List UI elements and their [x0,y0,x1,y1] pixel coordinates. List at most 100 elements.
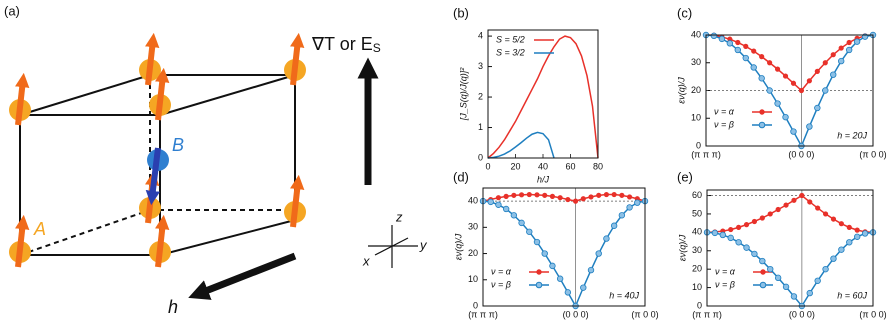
y-tick-label: 20 [691,85,701,95]
data-point [603,191,610,198]
data-point [845,46,853,54]
field-label: ∇T or ES [311,34,381,55]
data-point [510,212,518,219]
data-point [502,205,510,213]
axis-label: z [395,209,403,224]
data-point [822,87,829,94]
data-point [511,192,517,198]
x-tick-label: (π π π) [691,149,721,159]
legend-label: ν = β [714,119,734,129]
data-point [534,192,540,198]
legend-marker [760,269,766,275]
legend-marker [536,269,542,275]
spin [155,67,170,121]
spins [9,32,306,268]
panel-label: (a) [4,3,20,18]
x-tick-label: (0 0 0) [789,309,815,319]
data-point [611,191,617,198]
h-label: h [168,297,178,317]
data-point [774,274,782,282]
data-point [782,113,789,121]
data-point [790,293,798,300]
data-point [533,238,541,246]
data-point [580,284,587,291]
series-line [706,231,874,308]
data-point [556,275,564,282]
data-point [846,224,852,230]
data-point [751,250,758,258]
y-axis-label: εν(q)/J [677,234,687,261]
legend-marker [759,109,765,115]
data-point [799,192,805,199]
legend-label: ν = β [715,279,735,289]
data-point [837,57,845,65]
x-tick-label: (π π π) [692,309,722,319]
data-point [822,265,829,273]
series-line [487,131,555,159]
data-point [759,215,765,221]
y-tick-label: 10 [691,113,701,123]
data-point [782,283,790,291]
y-tick-label: 4 [478,30,483,40]
data-point [806,289,813,297]
data-point [838,45,844,51]
spin-b [145,147,161,206]
data-point [557,195,563,201]
data-point [846,239,853,246]
spin [290,32,305,86]
y-tick-label: 40 [468,195,478,205]
x-tick-label: (π 0 0) [631,309,658,319]
data-point [830,255,837,262]
plot-frame [706,189,874,307]
site-b-label: B [172,135,184,155]
y-tick-label: 40 [692,227,702,237]
data-point [766,87,773,94]
y-axis-label: εν(q)/J [453,233,463,260]
legend-marker [759,281,767,289]
data-point [564,289,572,296]
y-tick-label: 20 [692,264,702,274]
x-tick-label: (π π π) [468,309,498,319]
data-point [518,219,525,227]
data-point [822,60,828,66]
data-point [814,104,821,112]
data-point [774,66,781,72]
data-point [750,64,757,71]
x-tick-label: (π 0 0) [859,309,886,319]
y-tick-label: 0 [478,152,483,162]
data-point [774,100,781,107]
data-point [743,43,749,49]
panel-label: (d) [453,169,469,184]
data-point [626,204,633,211]
field-label-sub: S [373,41,381,55]
data-point [791,197,797,203]
y-tick-label: 30 [691,57,701,67]
spin [145,32,160,86]
series-line [705,34,874,92]
legend-label: S = 3/2 [496,47,525,57]
data-point [838,246,845,253]
plot-frame [705,34,874,147]
legend-label: ν = α [491,266,512,276]
data-point [830,71,837,78]
legend-label: S = 5/2 [496,34,525,44]
annotation: h = 40J [609,290,639,300]
data-point [719,231,727,239]
spin [155,214,170,268]
legend-marker [758,121,766,129]
y-tick-label: 0 [473,300,478,310]
data-point [767,211,773,217]
h-arrow [188,252,297,300]
data-point [814,68,820,74]
data-point [790,80,797,86]
data-point [518,192,525,198]
data-point [526,228,533,235]
data-point [728,226,734,233]
data-point [610,222,618,229]
data-point [798,87,805,94]
plot-frame [482,187,646,307]
data-point [734,46,742,54]
data-point [565,196,571,203]
plot-frame [487,29,599,159]
data-point [549,193,556,199]
